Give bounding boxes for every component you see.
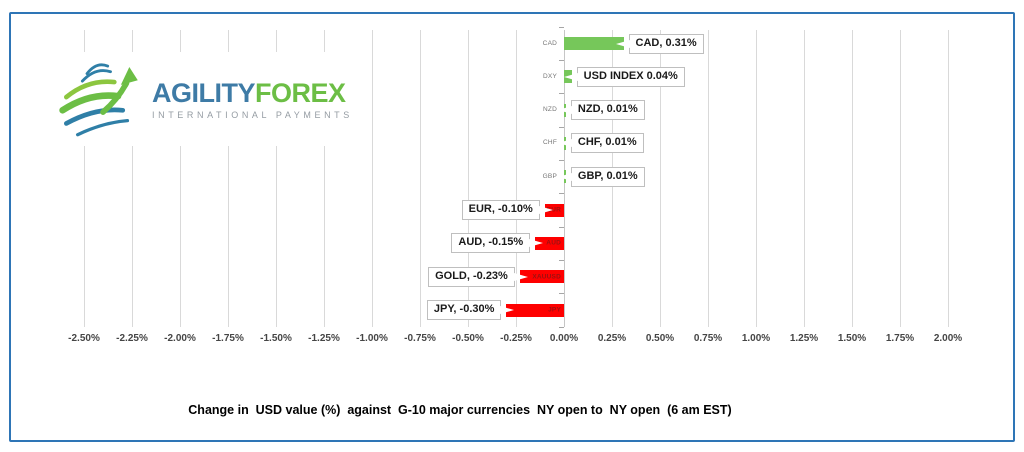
data-label-xauusd: GOLD, -0.23% — [428, 266, 528, 287]
gridline — [899, 30, 901, 327]
gridline — [227, 30, 229, 327]
data-label-text: JPY, -0.30% — [433, 303, 495, 316]
gridline — [947, 30, 949, 327]
data-label-text: AUD, -0.15% — [458, 236, 524, 249]
gridline — [131, 30, 133, 327]
globe-arrow-icon — [59, 63, 138, 137]
callout-pointer — [557, 172, 572, 181]
axis-category-label-cad: CAD — [542, 39, 557, 47]
category-axis-tick — [559, 60, 564, 62]
callout-pointer — [563, 72, 578, 81]
callout-pointer — [557, 106, 572, 115]
data-label-nzd: NZD, 0.01% — [557, 100, 645, 121]
x-axis-tick-label: -2.50% — [68, 333, 100, 344]
logo-word-agility: AGILITY — [152, 77, 256, 108]
x-axis-tick-label: -1.00% — [356, 333, 388, 344]
axis-category-label-nzd: NZD — [543, 106, 557, 114]
axis-category-label-gbp: GBP — [542, 172, 557, 180]
x-axis-tick-label: -1.75% — [212, 333, 244, 344]
x-axis-tick-label: 2.00% — [933, 333, 963, 344]
callout-pointer — [500, 306, 515, 315]
x-axis-tick-label: -0.75% — [404, 333, 436, 344]
gridline — [323, 30, 325, 327]
data-label-text: CHF, 0.01% — [577, 136, 637, 149]
x-axis-tick-label: -0.25% — [500, 333, 532, 344]
callout-pointer — [615, 39, 630, 48]
gridline — [83, 30, 85, 327]
inside-bar-label-xauusd: XAUUSD — [532, 273, 561, 281]
data-label-text: CAD, 0.31% — [635, 36, 697, 49]
x-axis-tick-label: -1.25% — [308, 333, 340, 344]
gridline — [803, 30, 805, 327]
data-label-cad: CAD, 0.31% — [615, 33, 704, 54]
category-axis-tick — [559, 226, 564, 228]
x-axis-tick-label: -1.50% — [260, 333, 292, 344]
category-axis-tick — [559, 126, 564, 128]
bar-xauusd: XAUUSD — [519, 270, 564, 284]
logo-wordmark: AGILITYFOREX — [152, 79, 353, 107]
data-label-chf: CHF, 0.01% — [557, 133, 644, 154]
x-axis-tick-label: 0.75% — [693, 333, 723, 344]
gridline — [371, 30, 373, 327]
callout-pointer — [538, 206, 553, 215]
bar-jpy: JPY — [506, 303, 564, 317]
gridline — [179, 30, 181, 327]
callout-pointer — [529, 239, 544, 248]
gridline — [755, 30, 757, 327]
category-axis-tick — [559, 160, 564, 162]
category-axis-tick — [559, 293, 564, 295]
logo-word-forex: FOREX — [255, 77, 346, 108]
inside-bar-label-jpy: JPY — [548, 306, 561, 314]
data-label-text: GOLD, -0.23% — [435, 269, 508, 282]
data-label-text: GBP, 0.01% — [577, 169, 638, 182]
data-label-text: NZD, 0.01% — [577, 103, 638, 116]
category-axis-tick — [559, 326, 564, 328]
x-axis-tick-label: 1.00% — [741, 333, 771, 344]
data-label-jpy: JPY, -0.30% — [426, 300, 515, 321]
agilityforex-logo: AGILITYFOREX INTERNATIONAL PAYMENTS — [56, 52, 356, 146]
gridline — [467, 30, 469, 327]
x-axis-tick-label: 0.50% — [645, 333, 675, 344]
inside-bar-label-aud: AUD — [546, 239, 561, 247]
gridline — [419, 30, 421, 327]
gridline — [275, 30, 277, 327]
gridline — [851, 30, 853, 327]
gridline — [659, 30, 661, 327]
data-label-dxy: USD INDEX 0.04% — [563, 66, 685, 87]
axis-category-label-dxy: DXY — [543, 72, 557, 80]
x-axis-tick-label: 1.25% — [789, 333, 819, 344]
inside-bar-label-eur: EUR — [546, 206, 561, 214]
data-label-gbp: GBP, 0.01% — [557, 166, 645, 187]
category-axis-tick — [559, 260, 564, 262]
logo-tagline: INTERNATIONAL PAYMENTS — [152, 109, 353, 120]
x-axis-tick-label: -2.00% — [164, 333, 196, 344]
data-label-text: USD INDEX 0.04% — [583, 69, 678, 82]
category-axis-tick — [559, 193, 564, 195]
data-label-eur: EUR, -0.10% — [461, 200, 553, 221]
data-label-aud: AUD, -0.15% — [451, 233, 544, 254]
callout-pointer — [557, 139, 572, 148]
axis-category-label-chf: CHF — [543, 139, 557, 147]
bar-cad — [564, 37, 624, 50]
category-axis-tick — [559, 26, 564, 28]
x-axis-tick-label: -0.50% — [452, 333, 484, 344]
chart-title: Change in USD value (%) against G-10 maj… — [188, 403, 732, 417]
category-axis-tick — [559, 93, 564, 95]
logo-text: AGILITYFOREX INTERNATIONAL PAYMENTS — [152, 79, 353, 120]
x-axis-tick-label: -2.25% — [116, 333, 148, 344]
gridline — [707, 30, 709, 327]
x-axis-tick-label: 1.50% — [837, 333, 867, 344]
gridline — [515, 30, 517, 327]
x-axis-tick-label: 1.75% — [885, 333, 915, 344]
x-axis-tick-label: 0.00% — [549, 333, 579, 344]
x-axis-tick-label: 0.25% — [597, 333, 627, 344]
data-label-text: EUR, -0.10% — [468, 203, 533, 216]
callout-pointer — [513, 272, 528, 281]
